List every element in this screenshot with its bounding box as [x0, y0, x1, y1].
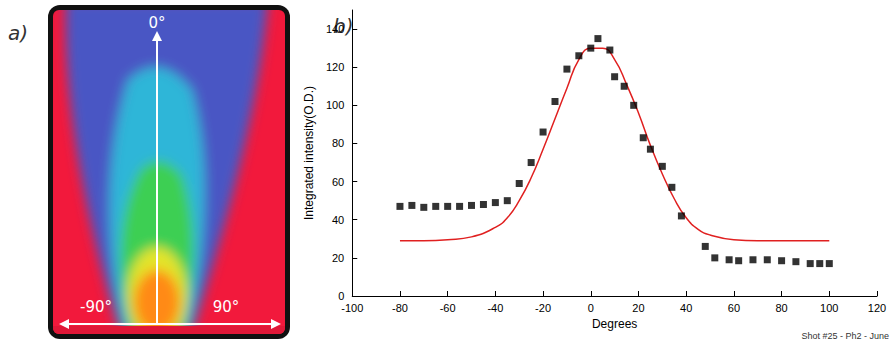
svg-text:Integrated intensity(O.D.): Integrated intensity(O.D.): [302, 86, 316, 220]
svg-text:80: 80: [332, 137, 344, 149]
svg-text:40: 40: [332, 214, 344, 226]
svg-text:Degrees: Degrees: [592, 317, 637, 331]
svg-text:20: 20: [332, 252, 344, 264]
svg-text:-20: -20: [535, 302, 551, 314]
svg-text:Shot #25 - Ph2 - June: Shot #25 - Ph2 - June: [801, 331, 889, 341]
svg-text:80: 80: [775, 302, 787, 314]
svg-text:-40: -40: [487, 302, 503, 314]
svg-text:140: 140: [326, 23, 344, 35]
svg-text:100: 100: [820, 302, 838, 314]
svg-text:120: 120: [868, 302, 886, 314]
svg-text:-90°: -90°: [80, 298, 112, 316]
svg-text:-60: -60: [440, 302, 456, 314]
svg-text:60: 60: [728, 302, 740, 314]
svg-text:60: 60: [332, 176, 344, 188]
svg-text:90°: 90°: [213, 298, 240, 316]
svg-text:0: 0: [338, 290, 344, 302]
svg-text:0: 0: [588, 302, 594, 314]
svg-text:-80: -80: [392, 302, 408, 314]
svg-text:100: 100: [326, 99, 344, 111]
svg-text:40: 40: [680, 302, 692, 314]
svg-text:20: 20: [632, 302, 644, 314]
svg-text:120: 120: [326, 61, 344, 73]
svg-text:a): a): [8, 21, 28, 45]
svg-text:0°: 0°: [148, 14, 165, 32]
svg-text:-100: -100: [341, 302, 363, 314]
